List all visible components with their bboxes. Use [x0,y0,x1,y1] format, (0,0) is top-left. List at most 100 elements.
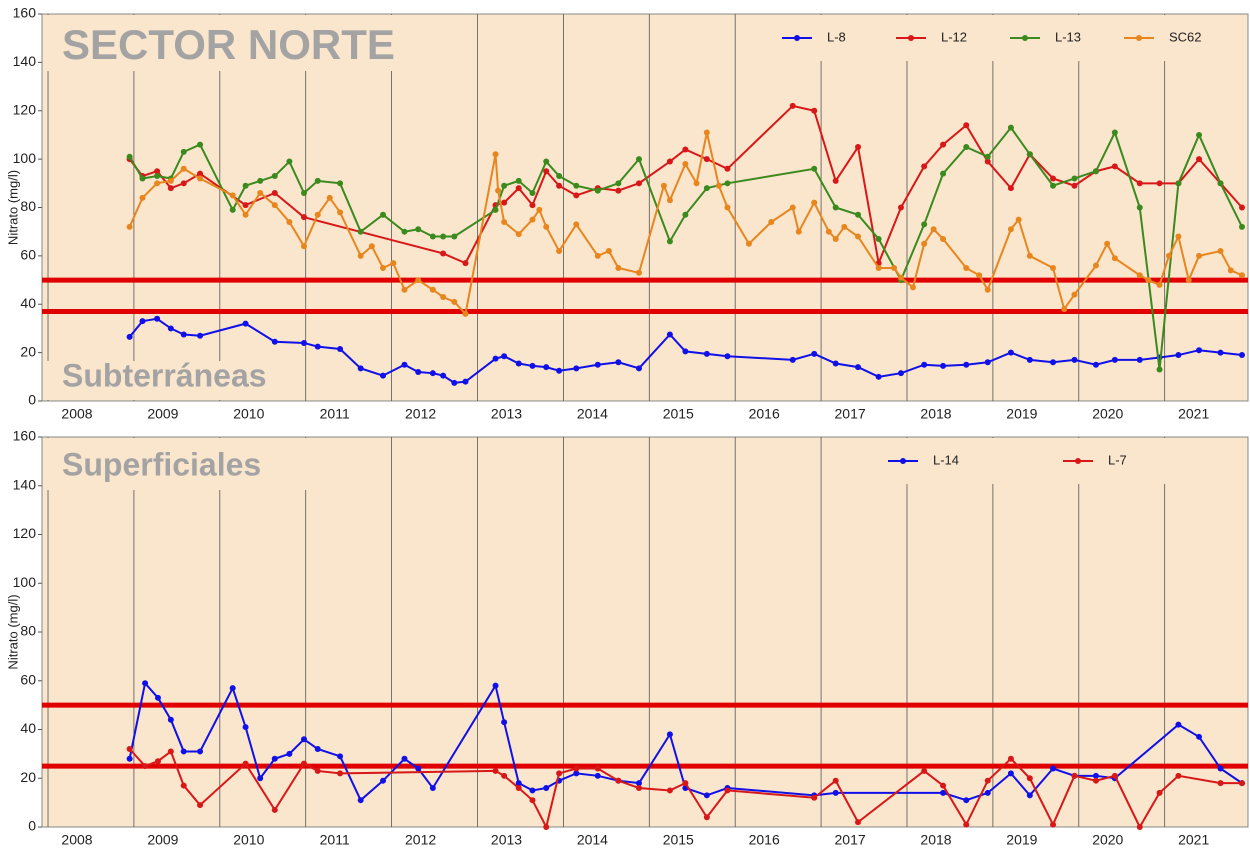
y-tick-label: 120 [13,101,37,117]
data-point [789,204,796,211]
y-tick-label: 100 [13,574,37,590]
data-point [573,192,580,199]
x-tick-label: 2009 [147,406,178,422]
data-point [841,223,848,230]
data-point [380,211,387,218]
data-point [462,260,469,267]
data-point [1026,792,1033,799]
data-point [573,221,580,228]
data-point [1136,204,1143,211]
x-tick-label: 2010 [233,832,264,848]
data-point [1092,168,1099,175]
data-point [940,141,947,148]
data-point [242,202,249,209]
data-point [515,231,522,238]
data-point [666,331,673,338]
data-point [451,298,458,305]
data-point [615,187,622,194]
x-tick-label: 2015 [663,832,694,848]
data-point [1196,733,1203,740]
y-tick-label: 120 [13,525,37,541]
y-axis-label: Nitrato (mg/l) [5,170,20,245]
data-point [556,248,563,255]
chart-title: Superficiales [62,446,261,482]
data-point [1104,240,1111,247]
data-point [492,151,499,158]
x-tick-label: 2019 [1006,832,1037,848]
data-point [401,228,408,235]
data-point [300,243,307,250]
legend-marker [794,35,800,41]
data-point [963,144,970,151]
data-point [154,180,161,187]
y-tick-label: 80 [20,198,36,214]
data-point [811,350,818,357]
data-point [984,153,991,160]
data-point [1196,131,1203,138]
data-point [242,724,249,731]
data-point [229,206,236,213]
data-point [1156,789,1163,796]
data-point [462,310,469,317]
data-point [1050,821,1057,828]
data-point [515,780,522,787]
data-point [1145,277,1152,284]
data-point [768,219,775,226]
data-point [910,284,916,291]
y-tick-label: 140 [13,476,37,492]
y-tick-label: 0 [28,392,36,408]
data-point [940,782,947,789]
data-point [921,767,928,774]
data-point [703,185,710,192]
legend-label: L-7 [1108,452,1127,467]
data-point [832,777,839,784]
data-point [635,780,642,787]
data-point [495,187,502,194]
data-point [1136,356,1143,363]
y-tick-label: 60 [20,671,36,687]
data-point [229,685,236,692]
data-point [326,194,333,201]
data-point [825,228,832,235]
data-point [940,235,947,242]
data-point [724,787,731,794]
data-point [1050,264,1057,271]
plot-area [41,13,1249,402]
data-point [897,274,904,281]
legend-box [868,438,1246,484]
data-point [963,797,970,804]
data-point [556,367,563,374]
data-point [314,343,321,350]
data-point [1217,180,1224,187]
data-point [197,175,204,182]
data-point [429,286,436,293]
data-point [401,361,408,368]
data-point [401,286,408,293]
data-point [197,170,204,177]
y-tick-label: 40 [20,295,36,311]
data-point [368,243,375,250]
data-point [390,260,397,267]
data-point [451,379,458,386]
data-point [1217,349,1224,356]
data-point [314,746,321,752]
data-point [167,325,174,332]
data-point [529,202,536,209]
x-tick-label: 2020 [1092,406,1123,422]
data-point [984,359,991,366]
data-point [357,365,364,372]
data-point [314,767,321,774]
data-point [594,765,601,772]
y-axis-label: Nitrato (mg/l) [5,594,20,669]
data-point [1227,267,1234,274]
data-point [682,160,689,167]
data-point [380,264,387,271]
data-point [314,177,321,184]
data-point [300,214,307,221]
data-point [492,206,499,213]
data-point [1238,272,1245,279]
data-point [492,767,499,774]
data-point [197,748,204,755]
data-point [501,719,508,726]
data-point [401,755,408,762]
